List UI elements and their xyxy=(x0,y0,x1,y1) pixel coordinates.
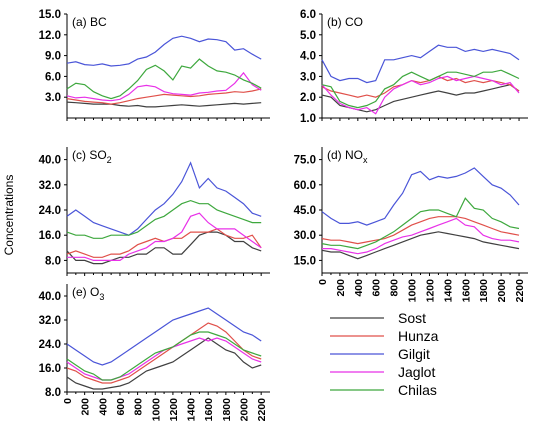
panel-nox: 15.0 30.0 45.0 60.0 75.0 0 200 400 600 800 1000 120… xyxy=(294,147,528,302)
series-line-chilas xyxy=(66,331,262,381)
panel-so2: 8.0 16.0 24.0 32.0 40.0 (c) SO2 xyxy=(39,147,270,276)
y-tick-label: 60.0 xyxy=(294,180,316,192)
x-tick-label: 1400 xyxy=(186,398,198,422)
y-tick-label: 32.0 xyxy=(39,180,61,192)
legend-label-gilgit: Gilgit xyxy=(398,346,430,362)
series-line-chilas xyxy=(66,58,262,100)
x-tick-label: 1200 xyxy=(424,279,436,303)
legend-label-sost: Sost xyxy=(398,310,426,326)
y-tick-label: 24.0 xyxy=(39,339,61,351)
x-tick-label: 1600 xyxy=(460,279,472,303)
legend: Sost Hunza Gilgit Jaglot Chilas xyxy=(330,310,439,398)
x-tick-label: 1000 xyxy=(407,279,419,303)
y-tick-label: 32.0 xyxy=(39,315,61,327)
series-line-gilgit xyxy=(321,167,520,226)
series-line-jaglot xyxy=(321,75,520,115)
x-tick-label: 2000 xyxy=(239,398,251,422)
y-tick-label: 24.0 xyxy=(39,205,61,217)
series-line-sost xyxy=(66,101,262,108)
panel-title: (e) O3 xyxy=(72,285,104,302)
y-tick-label: 2.0 xyxy=(300,92,316,104)
series-line-jaglot xyxy=(66,71,262,102)
series-line-gilgit xyxy=(66,35,262,67)
y-tick-label: 40.0 xyxy=(39,155,61,167)
y-tick-label: 8.0 xyxy=(45,387,61,399)
x-tick-label: 200 xyxy=(80,398,92,416)
series-line-sost xyxy=(66,337,262,390)
x-tick-label: 2200 xyxy=(514,279,526,303)
y-tick-label: 9.0 xyxy=(45,51,61,63)
series-line-hunza xyxy=(66,322,262,384)
series-line-hunza xyxy=(321,216,520,245)
series-line-sost xyxy=(66,231,262,265)
x-tick-label: 2200 xyxy=(256,398,268,422)
panel-title: (a) BC xyxy=(72,15,107,29)
x-tick-label: 0 xyxy=(62,398,74,404)
x-tick-label: 800 xyxy=(389,279,401,297)
y-tick-label: 8.0 xyxy=(45,255,61,267)
y-tick-label: 40.0 xyxy=(39,291,61,303)
series-line-jaglot xyxy=(67,212,262,261)
series-line-chilas xyxy=(66,199,262,239)
legend-label-hunza: Hunza xyxy=(398,328,439,344)
y-tick-label: 6.0 xyxy=(300,9,316,21)
series-line-gilgit xyxy=(66,161,262,236)
series-line-hunza xyxy=(66,228,262,258)
y-tick-label: 45.0 xyxy=(294,205,316,217)
panel-title: (b) CO xyxy=(327,15,363,29)
series-line-jaglot xyxy=(66,337,262,381)
series-line-sost xyxy=(321,231,520,260)
legend-label-jaglot: Jaglot xyxy=(398,364,435,380)
y-tick-label: 3.0 xyxy=(45,92,61,104)
y-tick-label: 30.0 xyxy=(294,230,316,242)
x-tick-label: 200 xyxy=(335,279,347,297)
y-tick-label: 75.0 xyxy=(294,155,316,167)
x-tick-label: 1600 xyxy=(203,398,215,422)
y-tick-label: 6.0 xyxy=(45,71,61,83)
y-axis-label: Concentrations xyxy=(2,175,16,256)
x-tick-label: 600 xyxy=(371,279,383,297)
y-tick-label: 1.0 xyxy=(300,113,316,125)
x-tick-label: 1000 xyxy=(150,398,162,422)
y-tick-label: 15.0 xyxy=(39,9,61,21)
panel-o3: 8.0 16.0 24.0 32.0 40.0 0 200 400 600 800 1000 1200… xyxy=(39,284,270,421)
series-line-hunza xyxy=(66,88,262,105)
panel-bc: 3.0 6.0 9.0 12.0 15.0 (a) BC xyxy=(39,9,270,121)
y-tick-label: 15.0 xyxy=(294,255,316,267)
x-tick-label: 1200 xyxy=(168,398,180,422)
y-tick-label: 12.0 xyxy=(39,30,61,42)
x-tick-label: 400 xyxy=(353,279,365,297)
x-tick-label: 1400 xyxy=(442,279,454,303)
panel-co: 1.0 2.0 3.0 4.0 5.0 6.0 (b) CO xyxy=(300,9,528,125)
series-line-hunza xyxy=(321,75,520,98)
x-tick-label: 800 xyxy=(133,398,145,416)
x-tick-label: 600 xyxy=(115,398,127,416)
panel-title: (c) SO2 xyxy=(72,148,112,165)
series-line-chilas xyxy=(321,69,520,109)
y-tick-label: 16.0 xyxy=(39,230,61,242)
y-tick-label: 5.0 xyxy=(300,30,316,42)
x-tick-label: 2000 xyxy=(496,279,508,303)
x-tick-label: 400 xyxy=(97,398,109,416)
y-tick-label: 3.0 xyxy=(300,71,316,83)
x-tick-label: 0 xyxy=(317,279,329,285)
series-line-chilas xyxy=(321,197,520,250)
y-tick-label: 4.0 xyxy=(300,51,316,63)
x-tick-label: 1800 xyxy=(478,279,490,303)
series-line-jaglot xyxy=(322,217,520,255)
x-tick-label: 1800 xyxy=(221,398,233,422)
series-line-gilgit xyxy=(66,307,262,366)
panel-title: (d) NOx xyxy=(327,148,368,165)
legend-label-chilas: Chilas xyxy=(398,382,437,398)
series-line-gilgit xyxy=(321,44,520,84)
y-tick-label: 16.0 xyxy=(39,363,61,375)
